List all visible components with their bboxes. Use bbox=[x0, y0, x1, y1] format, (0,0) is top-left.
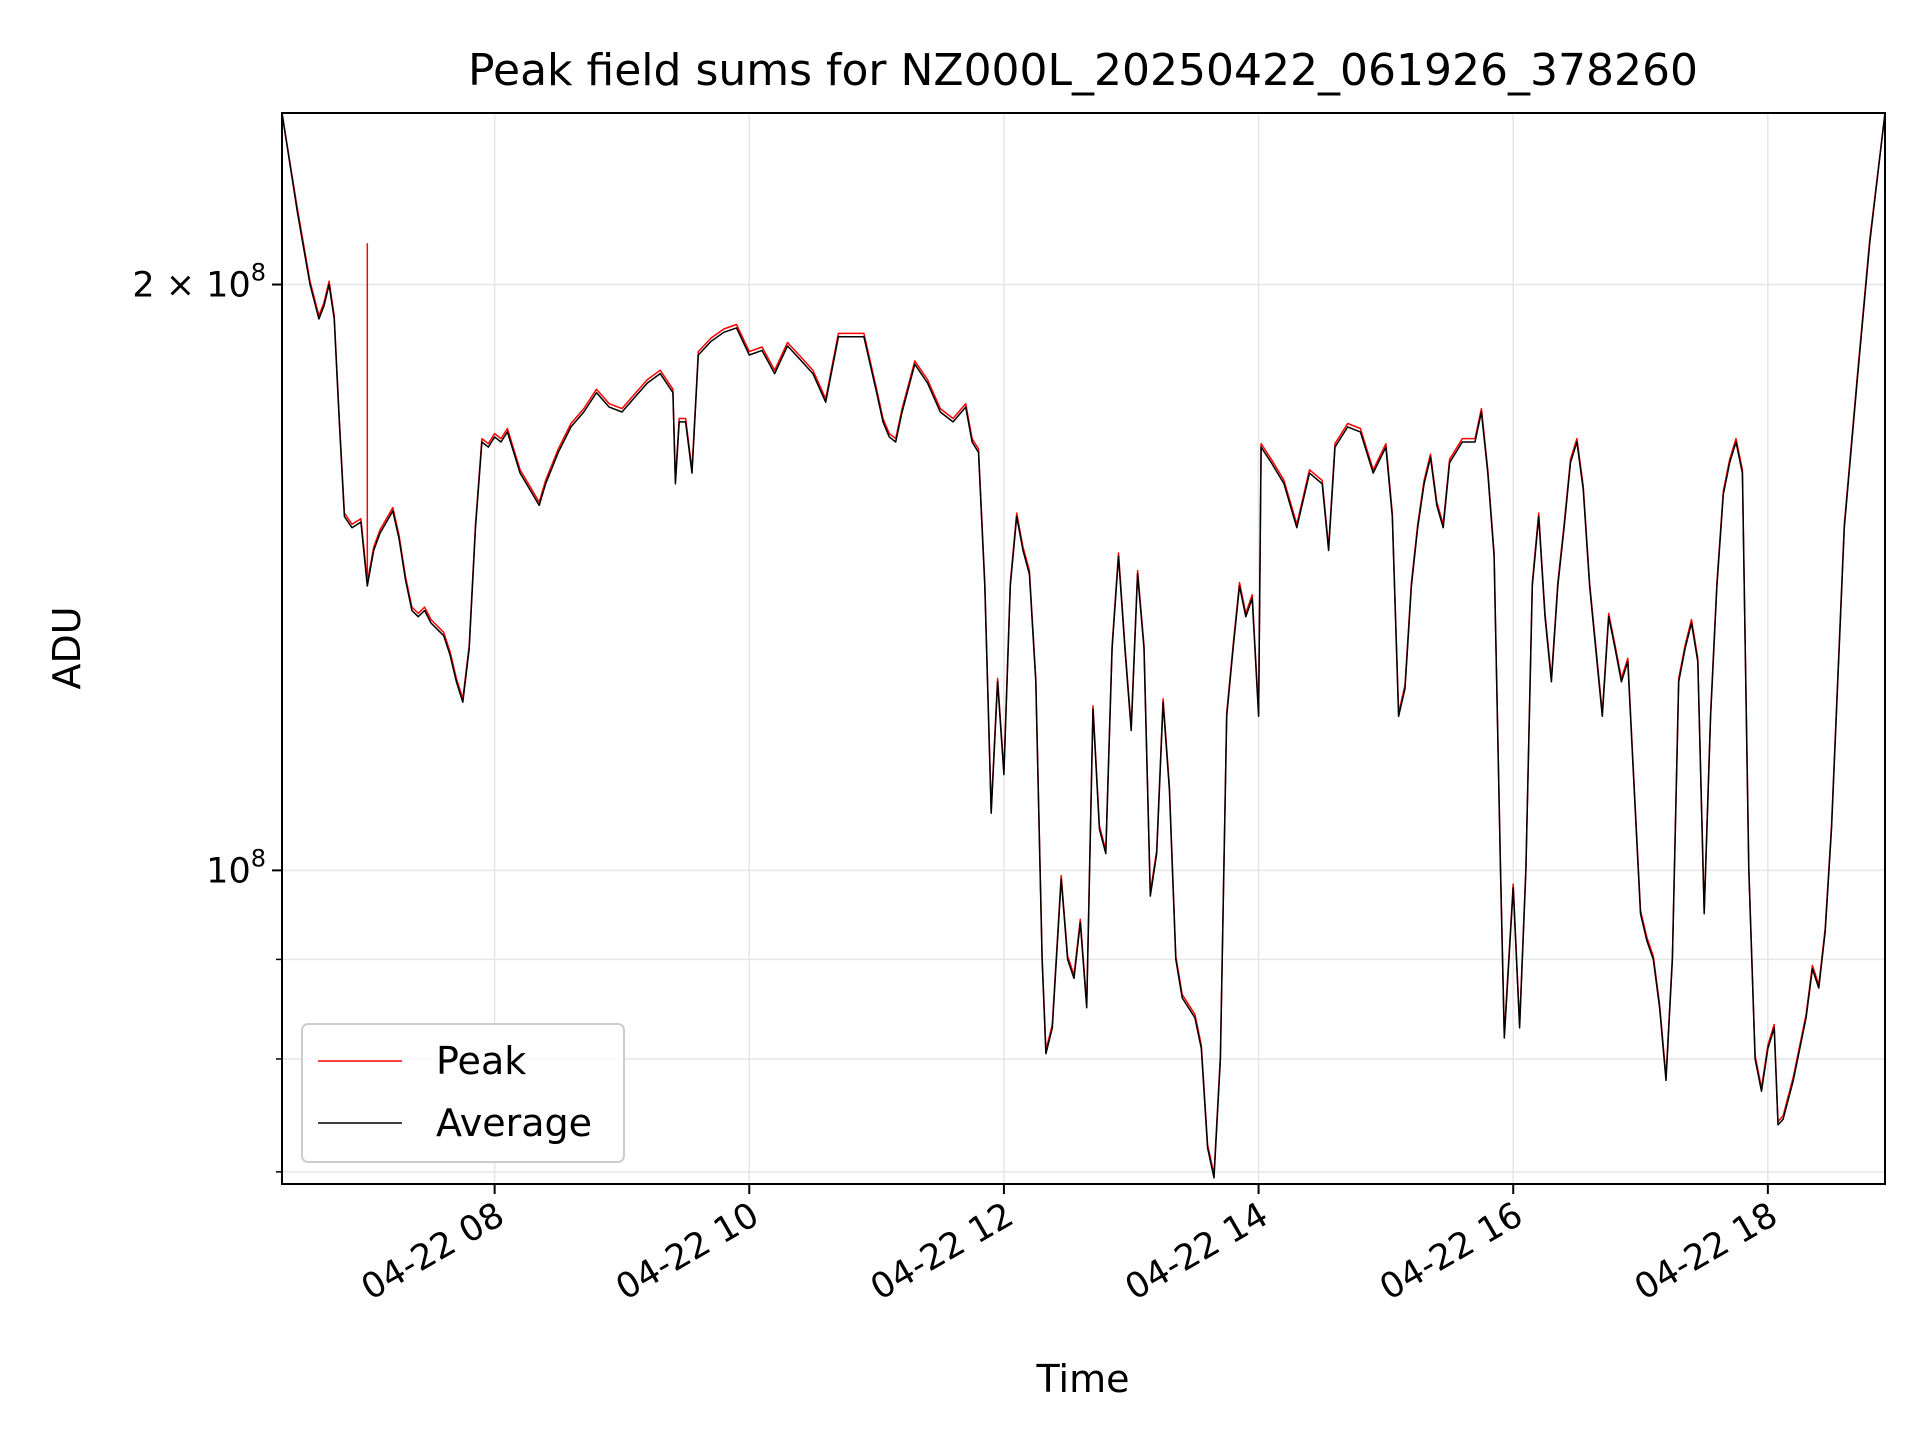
series-line-average bbox=[281, 112, 1886, 1179]
legend-label-peak: Peak bbox=[436, 1039, 526, 1083]
series-layer bbox=[281, 112, 1886, 1179]
y-axis: 108 2 × 108 bbox=[132, 259, 282, 1173]
legend: Peak Average bbox=[301, 1023, 625, 1163]
y-tick-label: 2 × 108 bbox=[132, 259, 266, 306]
legend-label-average: Average bbox=[436, 1101, 592, 1145]
plot-frame bbox=[281, 112, 1886, 1185]
chart-title: Peak field sums for NZ000L_20250422_0619… bbox=[468, 45, 1698, 96]
y-tick-label: 108 bbox=[206, 844, 266, 891]
legend-box bbox=[301, 1023, 625, 1163]
y-axis-label: ADU bbox=[45, 606, 89, 689]
x-axis-label: Time bbox=[1036, 1357, 1130, 1401]
